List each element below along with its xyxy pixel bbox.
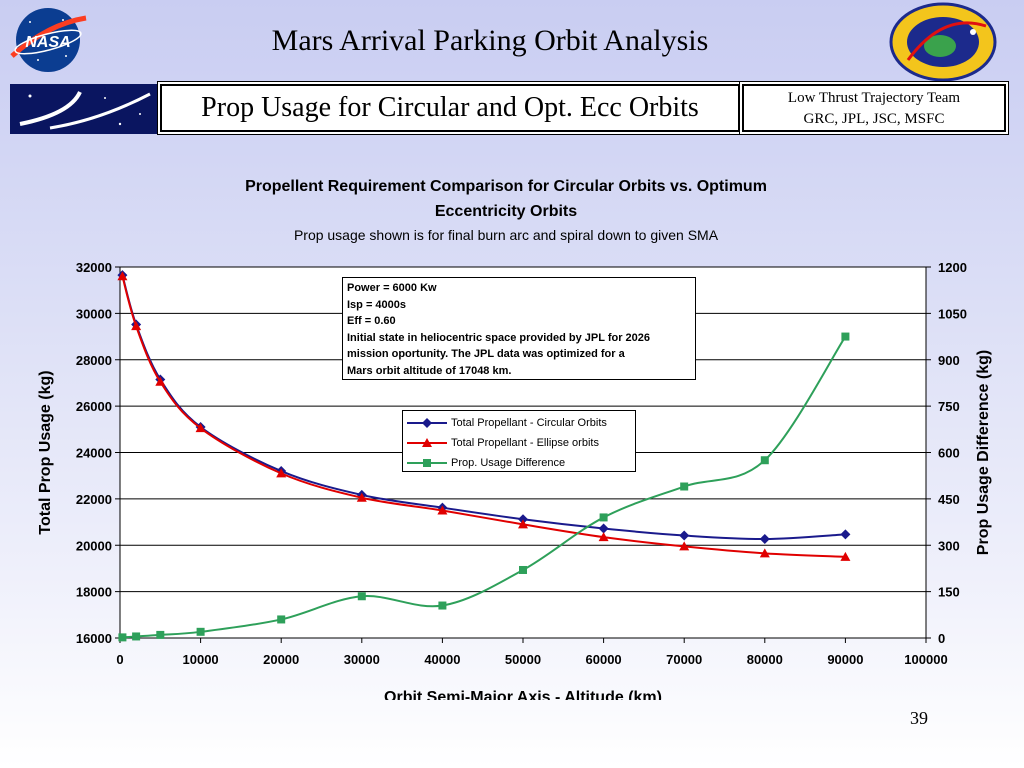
x-tick-label: 10000 [183,652,219,667]
shuttle-banner-image [10,84,157,134]
y-tick-label: 18000 [76,585,112,600]
data-point-difference [841,332,850,341]
slide-title: Mars Arrival Parking Orbit Analysis [271,24,709,57]
legend-swatch-diamond [407,418,447,428]
legend-label: Total Propellant - Circular Orbits [451,417,607,429]
y2-tick-label: 600 [938,446,960,461]
x-tick-label: 30000 [344,652,380,667]
legend-label: Prop. Usage Difference [451,457,566,469]
x-tick-label: 70000 [666,652,702,667]
nasa-logo-text: NASA [25,34,70,51]
data-point-ellipse [276,468,287,478]
legend-label: Total Propellant - Ellipse orbits [451,437,599,449]
data-point-difference [196,627,205,636]
x-tick-label: 80000 [747,652,783,667]
y-tick-label: 16000 [76,631,112,646]
y2-tick-label: 300 [938,538,960,553]
annotation-line: Power = 6000 Kw [347,282,437,294]
legend-entry-circular: Total Propellant - Circular Orbits [407,413,631,433]
y-tick-label: 32000 [76,260,112,275]
legend-entry-difference: Prop. Usage Difference [407,453,631,473]
team-box: Low Thrust Trajectory Team GRC, JPL, JSC… [742,84,1006,132]
data-point-ellipse [598,532,609,542]
y-tick-label: 30000 [76,306,112,321]
data-point-circular [759,533,770,544]
annotation-line: Initial state in heliocentric space prov… [347,331,651,344]
data-point-difference [357,592,366,601]
x-tick-label: 0 [116,652,123,667]
y2-tick-label: 0 [938,631,945,646]
data-point-ellipse [195,423,206,433]
x-tick-label: 50000 [505,652,541,667]
data-point-ellipse [840,551,851,561]
x-axis-label: Orbit Semi-Major Axis - Altitude (km) [384,689,662,700]
data-point-difference [599,513,608,522]
y-tick-label: 20000 [76,538,112,553]
page-number: 39 [910,708,928,728]
y2-tick-label: 1050 [938,306,967,321]
y-tick-label: 26000 [76,399,112,414]
slide-subtitle: Prop Usage for Circular and Opt. Ecc Orb… [160,84,740,132]
data-point-difference [438,601,447,610]
x-tick-label: 60000 [586,652,622,667]
nasa-logo: NASA [10,8,87,72]
x-tick-label: 90000 [827,652,863,667]
chart-subtitle: Prop usage shown is for final burn arc a… [294,227,719,243]
x-tick-label: 20000 [263,652,299,667]
data-point-difference [680,482,689,491]
legend-swatch-square [407,459,447,467]
data-point-difference [519,565,527,574]
data-point-ellipse [356,492,367,502]
data-point-ellipse [131,321,142,331]
plot-border [119,266,927,639]
chart-title: Eccentricity Orbits [435,203,577,220]
annotation-line: Mars orbit altitude of 17048 km. [347,364,512,377]
division-seal-logo [889,2,997,82]
data-point-ellipse [117,271,128,281]
data-point-circular [598,523,609,534]
data-point-difference [118,633,127,642]
y2-tick-label: 1200 [938,260,967,275]
legend-swatch-triangle [407,438,447,447]
annotation-line: Isp = 4000s [347,298,407,311]
x-tick-label: 100000 [904,652,947,667]
data-point-ellipse [518,519,528,529]
data-point-circular [679,530,690,541]
chart-legend: Total Propellant - Circular Orbits Total… [402,410,636,472]
data-point-difference [156,630,165,639]
x-tick-label: 40000 [424,652,460,667]
y2-axis-label: Prop Usage Difference (kg) [975,350,992,555]
y2-tick-label: 450 [938,492,960,507]
y-axis-label: Total Prop Usage (kg) [37,370,54,534]
chart-title: Propellent Requirement Comparison for Ci… [245,178,767,195]
data-point-difference [760,456,769,465]
chart-annotation: Power = 6000 Kw Isp = 4000s Eff = 0.60 I… [342,277,696,380]
y-tick-label: 22000 [76,492,112,507]
header-banner: Prop Usage for Circular and Opt. Ecc Orb… [10,84,1006,136]
data-point-ellipse [437,505,448,515]
data-point-ellipse [759,548,770,558]
y-tick-label: 28000 [76,353,112,368]
team-line-1: Low Thrust Trajectory Team [787,90,961,106]
team-line-2: GRC, JPL, JSC, MSFC [803,111,945,127]
data-point-difference [132,632,141,641]
data-point-circular [518,514,528,525]
annotation-line: mission oportunity. The JPL data was opt… [347,348,625,360]
y2-tick-label: 900 [938,353,960,368]
legend-entry-ellipse: Total Propellant - Ellipse orbits [407,433,631,453]
data-point-ellipse [155,376,166,386]
data-point-circular [840,529,851,540]
y-tick-label: 24000 [76,446,112,461]
y2-tick-label: 150 [938,585,960,600]
annotation-line: Eff = 0.60 [347,315,396,327]
data-point-ellipse [679,541,690,551]
data-point-difference [277,615,286,624]
y2-tick-label: 750 [938,399,960,414]
